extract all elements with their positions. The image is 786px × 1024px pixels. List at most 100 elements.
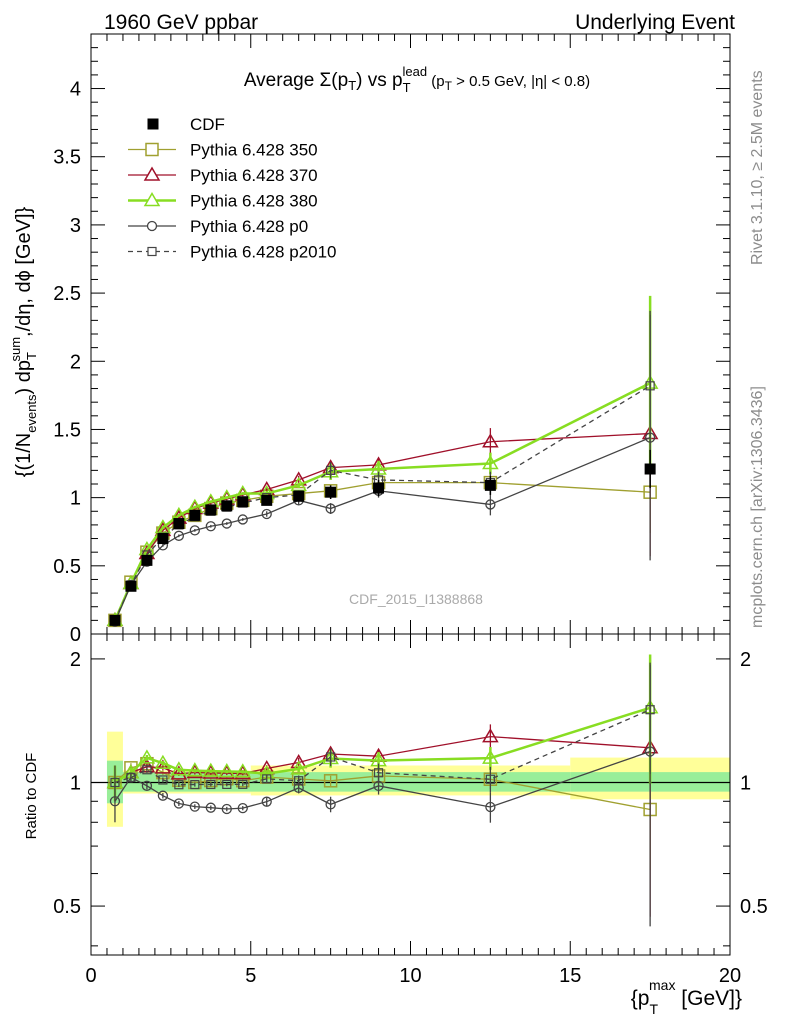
series-point-ratio xyxy=(157,790,169,801)
legend-marker xyxy=(147,118,159,130)
series-point-ratio xyxy=(323,774,338,788)
y-tick-label-main: 4 xyxy=(70,79,81,101)
y-tick-label-main: 3 xyxy=(70,215,81,237)
title-part: ) vs p xyxy=(356,70,402,91)
series-point-ratio xyxy=(290,760,307,775)
legend-label: Pythia 6.428 p2010 xyxy=(190,243,337,262)
data-point xyxy=(221,500,233,512)
series-point-ratio xyxy=(110,777,120,788)
title-part: Σ(p xyxy=(320,70,349,91)
title-part: (p xyxy=(427,73,445,90)
series-point-ratio xyxy=(141,780,153,791)
title-sub: T xyxy=(403,80,411,95)
series-point xyxy=(482,433,499,448)
legend-marker xyxy=(143,166,161,181)
series-point-ratio xyxy=(189,801,200,812)
legend: CDF Pythia 6.428 350 Pythia 6.428 370 Pythi… xyxy=(128,115,337,262)
series-point-ratio xyxy=(222,779,232,790)
title-part: > 0.5 GeV, |η| < 0.8) xyxy=(452,73,590,90)
y-tick-label-ratio-right: 0.5 xyxy=(740,896,768,918)
series-point-ratio xyxy=(142,765,152,775)
series-point-ratio xyxy=(170,765,188,780)
series-point-ratio xyxy=(326,752,336,762)
legend-label: Pythia 6.428 350 xyxy=(190,141,318,160)
series-point-ratio xyxy=(170,761,188,776)
y-tick-label-ratio-right: 2 xyxy=(740,649,751,671)
legend-label: Pythia 6.428 p0 xyxy=(190,217,308,236)
data-point xyxy=(325,486,337,498)
series-point-ratio xyxy=(154,754,172,769)
series-point-ratio xyxy=(158,775,168,785)
y-axis-label-main: {(1/Nevents) dpTsum,/dη, dϕ [GeV]} xyxy=(8,206,39,477)
y-tick-label-ratio: 0.5 xyxy=(53,896,81,918)
series-point-ratio xyxy=(485,774,495,784)
series-point-ratio xyxy=(262,774,272,784)
axis-tick-labels: 0 5 10 15 20 0 0.5 1 1.5 2 2.5 3 3.5 4 0.5 0.5 1 1 2 2 xyxy=(53,79,768,987)
ylabel-part: ,/dη, dϕ [GeV]} xyxy=(13,206,35,336)
axis-ticks xyxy=(90,33,731,955)
series-point-ratio xyxy=(206,779,216,790)
x-tick-label: 15 xyxy=(559,965,581,987)
data-point xyxy=(373,482,385,494)
data-point xyxy=(644,463,656,475)
series-point-ratio xyxy=(234,763,252,778)
y-tick-label-main: 0 xyxy=(70,624,81,646)
series-point-ratio xyxy=(221,803,232,815)
x-axis-label: {pTmax [GeV]} xyxy=(631,977,742,1017)
legend-marker xyxy=(145,142,159,157)
legend-label: CDF xyxy=(190,115,225,134)
title-sup: lead xyxy=(403,64,428,79)
series-point xyxy=(173,530,185,541)
y-tick-label-ratio: 2 xyxy=(70,649,81,671)
series-point xyxy=(325,503,336,514)
title-sub: T xyxy=(348,78,356,93)
series-point-ratio xyxy=(645,705,655,715)
series-point xyxy=(645,381,655,391)
y-axis-label-ratio: Ratio to CDF xyxy=(23,753,40,840)
legend-marker xyxy=(146,220,158,232)
series-point-ratio xyxy=(174,780,184,790)
y-tick-label-main: 3.5 xyxy=(53,147,81,169)
series-point xyxy=(237,514,248,525)
xlabel-sup: max xyxy=(649,977,675,993)
y-tick-label-main: 1 xyxy=(70,488,81,510)
ylabel-sub: T xyxy=(24,352,39,360)
legend-marker xyxy=(143,192,161,207)
series-point-ratio xyxy=(238,779,248,789)
series-point xyxy=(205,521,216,532)
legend-label: Pythia 6.428 370 xyxy=(190,166,318,185)
data-point xyxy=(484,479,496,491)
data-point xyxy=(237,496,249,508)
data-point xyxy=(189,509,201,521)
header-right: Underlying Event xyxy=(575,11,735,34)
y-tick-label-main: 2.5 xyxy=(53,283,81,305)
series-point xyxy=(485,499,496,510)
series-point-ratio xyxy=(237,802,248,814)
legend-marker xyxy=(147,246,157,257)
y-tick-label-main: 1.5 xyxy=(53,419,81,441)
series-point-ratio xyxy=(186,762,204,777)
x-tick-label: 10 xyxy=(399,965,421,987)
title-sub: T xyxy=(445,79,453,93)
title-part: Average xyxy=(244,70,320,91)
header-left: 1960 GeV ppbar xyxy=(104,11,258,34)
data-point xyxy=(157,533,169,545)
y-tick-label-main: 2 xyxy=(70,351,81,373)
series-point xyxy=(261,508,272,520)
ratio-panel-series xyxy=(106,654,659,927)
ylabel-part: {(1/N xyxy=(13,433,35,477)
xlabel-part: {p xyxy=(631,987,650,1010)
xlabel-part: [GeV]} xyxy=(675,987,742,1010)
series-point-ratio xyxy=(261,796,272,807)
series-point-ratio xyxy=(325,799,336,810)
series-point xyxy=(221,518,232,529)
main-panel-frame xyxy=(90,33,731,635)
ylabel-sup: sum xyxy=(8,337,23,362)
series-point xyxy=(326,465,336,475)
series-point-ratio xyxy=(485,801,496,813)
series-point-ratio xyxy=(482,749,499,764)
ylabel-part: ) dp xyxy=(13,360,35,394)
rivet-label: Rivet 3.1.10, ≥ 2.5M events xyxy=(749,70,766,265)
